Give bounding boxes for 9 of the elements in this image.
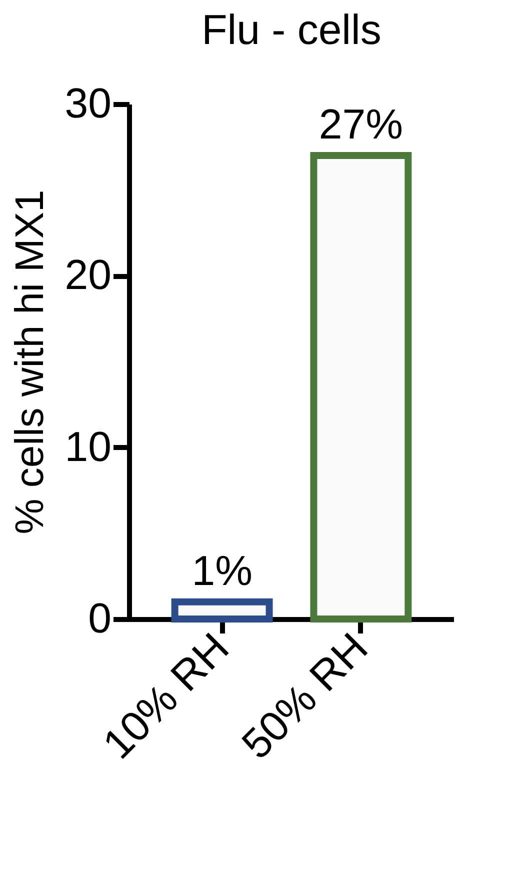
y-axis-title: % cells with hi MX1 (8, 190, 52, 534)
x-tick-label: 50% RH (232, 624, 376, 768)
y-tick-label: 20 (64, 251, 112, 298)
y-tick-label: 30 (64, 80, 112, 126)
y-tick-label: 10 (64, 422, 112, 470)
data-label: 1% (192, 546, 252, 594)
y-tick-label: 0 (88, 594, 112, 642)
chart-title: Flu - cells (202, 6, 382, 53)
data-label: 27% (318, 100, 403, 148)
